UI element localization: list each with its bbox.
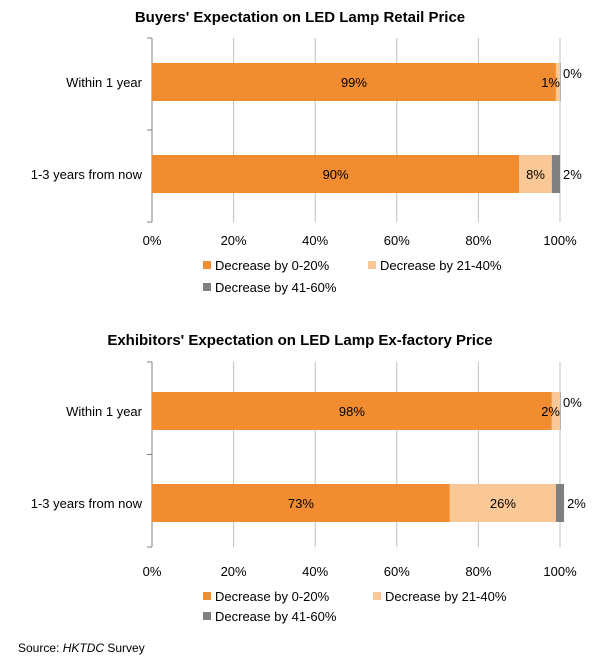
- bar-decrease-by-21-40-within-1-year: [555, 63, 560, 101]
- chart-title: Buyers' Expectation on LED Lamp Retail P…: [135, 9, 465, 26]
- legend-swatch-decrease-by-41-60: [203, 283, 211, 291]
- data-label: 90%: [323, 167, 349, 182]
- bar-decrease-by-21-40-1-3-years: [449, 484, 556, 522]
- bar-decrease-by-0-20-within-1-year: [152, 63, 556, 101]
- data-label: 2%: [567, 496, 586, 511]
- x-tick-label: 40%: [302, 564, 328, 579]
- x-tick-label: 40%: [302, 233, 328, 248]
- chart-title: Exhibitors' Expectation on LED Lamp Ex-f…: [107, 332, 492, 349]
- x-tick-label: 100%: [543, 233, 577, 248]
- category-label: 1-3 years from now: [31, 496, 143, 511]
- legend-label: Decrease by 21-40%: [385, 589, 507, 604]
- data-label: 2%: [563, 167, 582, 182]
- category-label: 1-3 years from now: [31, 167, 143, 182]
- x-tick-label: 80%: [465, 564, 491, 579]
- x-tick-label: 60%: [384, 564, 410, 579]
- legend-swatch-decrease-by-0-20: [203, 261, 211, 269]
- exhibitors-ex-factory-price-chart: Exhibitors' Expectation on LED Lamp Ex-f…: [31, 332, 587, 624]
- data-label: 73%: [288, 496, 314, 511]
- bar-decrease-by-0-20-within-1-year: [152, 392, 552, 430]
- legend-swatch-decrease-by-21-40: [373, 592, 381, 600]
- category-label: Within 1 year: [66, 404, 143, 419]
- bar-decrease-by-21-40-1-3-years: [519, 155, 552, 193]
- bar-decrease-by-41-60-1-3-years: [555, 484, 565, 522]
- legend-swatch-decrease-by-21-40: [368, 261, 376, 269]
- bar-decrease-by-0-20-1-3-years: [152, 155, 520, 193]
- category-label: Within 1 year: [66, 75, 143, 90]
- source-note: Source: HKTDC Survey: [18, 641, 145, 655]
- bar-decrease-by-41-60-1-3-years: [551, 155, 560, 193]
- data-label: 98%: [339, 404, 365, 419]
- source-prefix: Source:: [18, 641, 63, 655]
- x-tick-label: 80%: [465, 233, 491, 248]
- source-suffix: Survey: [104, 641, 145, 655]
- data-label: 0%: [563, 395, 582, 410]
- x-tick-label: 20%: [221, 233, 247, 248]
- legend-label: Decrease by 0-20%: [215, 589, 330, 604]
- data-label: 1%: [541, 75, 560, 90]
- x-tick-label: 60%: [384, 233, 410, 248]
- legend-label: Decrease by 21-40%: [380, 258, 502, 273]
- data-label: 99%: [341, 75, 367, 90]
- legend-label: Decrease by 0-20%: [215, 258, 330, 273]
- data-label: 0%: [563, 66, 582, 81]
- bar-decrease-by-0-20-1-3-years: [152, 484, 450, 522]
- x-tick-label: 0%: [143, 564, 162, 579]
- bar-decrease-by-41-60-within-1-year: [560, 63, 561, 101]
- legend-label: Decrease by 41-60%: [215, 280, 337, 295]
- bar-decrease-by-41-60-within-1-year: [560, 392, 561, 430]
- data-label: 2%: [541, 404, 560, 419]
- x-tick-label: 0%: [143, 233, 162, 248]
- data-label: 8%: [526, 167, 545, 182]
- legend-swatch-decrease-by-41-60: [203, 612, 211, 620]
- data-label: 26%: [490, 496, 516, 511]
- legend-swatch-decrease-by-0-20: [203, 592, 211, 600]
- x-tick-label: 100%: [543, 564, 577, 579]
- buyers-retail-price-chart: Buyers' Expectation on LED Lamp Retail P…: [31, 9, 582, 295]
- legend-label: Decrease by 41-60%: [215, 609, 337, 624]
- x-tick-label: 20%: [221, 564, 247, 579]
- source-name: HKTDC: [63, 641, 105, 655]
- bar-decrease-by-21-40-within-1-year: [551, 392, 560, 430]
